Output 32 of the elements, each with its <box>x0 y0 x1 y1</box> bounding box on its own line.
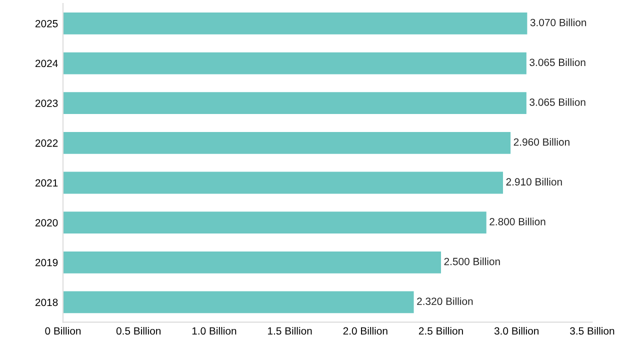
bar <box>63 212 486 234</box>
data-label: 2.320 Billion <box>417 297 473 306</box>
y-tick-label: 2019 <box>35 258 58 266</box>
data-label: 2.910 Billion <box>506 178 562 186</box>
bar <box>63 92 526 114</box>
bar <box>63 12 528 34</box>
y-tick-label: 2025 <box>35 20 58 28</box>
x-tick-label: 1.5 Billion <box>268 327 312 335</box>
y-tick-label: 2021 <box>35 179 58 187</box>
bar <box>63 291 414 314</box>
x-tick-label: 2.5 Billion <box>418 327 463 335</box>
bar <box>63 172 503 194</box>
data-label: 3.065 Billion <box>530 58 586 66</box>
bar <box>63 251 441 274</box>
bar <box>63 52 526 74</box>
y-tick-label: 2018 <box>35 298 58 306</box>
x-tick-label: 3.0 Billion <box>494 327 539 335</box>
y-tick-label: 2022 <box>35 139 58 147</box>
x-tick-label: 0.5 Billion <box>116 327 161 335</box>
bar <box>63 132 511 154</box>
x-tick-label: 3.5 Billion <box>570 327 614 335</box>
data-label: 2.500 Billion <box>444 258 500 266</box>
x-tick-label: 2.0 Billion <box>343 327 388 335</box>
y-tick-label: 2020 <box>35 219 58 226</box>
data-label: 3.065 Billion <box>530 98 586 106</box>
data-label: 3.070 Billion <box>530 18 586 26</box>
data-label: 2.800 Billion <box>490 218 546 226</box>
y-tick-label: 2024 <box>35 60 58 68</box>
x-tick-label: 1.0 Billion <box>192 327 236 335</box>
data-label: 2.960 Billion <box>514 138 570 146</box>
x-tick-label: 0 Billion <box>45 327 81 335</box>
y-tick-label: 2023 <box>35 100 58 107</box>
